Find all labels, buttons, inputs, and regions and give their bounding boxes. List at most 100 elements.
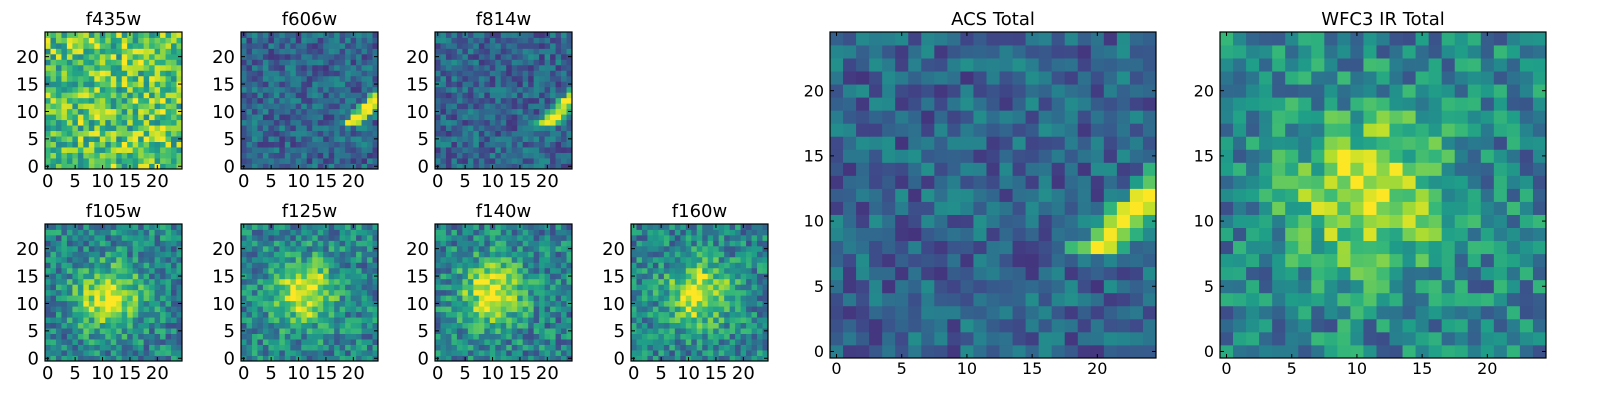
heatmap-cell	[680, 306, 687, 313]
heatmap-cell	[55, 42, 62, 49]
heatmap-cell	[257, 42, 264, 49]
heatmap-cell	[550, 317, 556, 324]
heatmap-cell	[99, 317, 106, 324]
heatmap-cell	[921, 175, 935, 189]
heatmap-cell	[484, 136, 491, 142]
heatmap-cell	[241, 125, 247, 132]
heatmap-cell	[740, 229, 747, 236]
heatmap-cell	[45, 350, 51, 356]
heatmap-cell	[323, 147, 330, 153]
heatmap-cell	[77, 70, 84, 77]
heatmap-cell	[149, 262, 155, 269]
heatmap-cell	[500, 229, 507, 236]
heatmap-cell	[674, 300, 681, 307]
heatmap-cell	[762, 344, 769, 351]
heatmap-cell	[440, 245, 447, 252]
heatmap-cell	[522, 158, 529, 164]
heatmap-cell	[473, 158, 480, 164]
heatmap-cell	[467, 64, 474, 71]
heatmap-cell	[45, 229, 51, 236]
heatmap-cell	[66, 350, 73, 356]
heatmap-cell	[83, 256, 90, 263]
heatmap-cell	[1129, 318, 1144, 333]
heatmap-cell	[257, 119, 264, 126]
heatmap-cell	[328, 251, 335, 258]
heatmap-cell	[636, 273, 643, 280]
heatmap-cell	[921, 201, 935, 215]
heatmap-cell	[45, 37, 51, 44]
heatmap-cell	[317, 278, 324, 285]
heatmap-cell	[724, 317, 731, 324]
heatmap-cell	[680, 284, 687, 291]
heatmap-cell	[456, 245, 463, 252]
heatmap-cell	[241, 103, 247, 110]
heatmap-cell	[539, 108, 545, 115]
heatmap-cell	[1064, 344, 1079, 359]
heatmap-cell	[345, 350, 351, 356]
heatmap-cell	[138, 251, 145, 258]
heatmap-cell	[241, 339, 247, 345]
heatmap-cell	[345, 234, 351, 241]
heatmap-cell	[451, 81, 458, 88]
heatmap-cell	[707, 273, 714, 280]
heatmap-cell	[473, 355, 480, 362]
heatmap-cell	[522, 306, 529, 313]
heatmap-cell	[317, 114, 324, 121]
heatmap-cell	[77, 333, 84, 340]
heatmap-cell	[445, 300, 452, 307]
heatmap-cell	[467, 158, 474, 164]
heatmap-cell	[361, 224, 368, 230]
heatmap-cell	[262, 350, 269, 356]
heatmap-cell	[484, 273, 491, 280]
heatmap-cell	[345, 262, 351, 269]
heatmap-cell	[279, 130, 286, 137]
y-tick-label: 5	[28, 321, 39, 342]
heatmap-cell	[356, 53, 362, 60]
heatmap-cell	[356, 75, 362, 82]
heatmap-cell	[284, 311, 291, 318]
heatmap-cell	[533, 158, 540, 164]
heatmap-cell	[451, 103, 458, 110]
heatmap-cell	[1025, 279, 1040, 294]
heatmap-cell	[154, 234, 161, 241]
heatmap-cell	[462, 278, 469, 285]
heatmap-cell	[94, 278, 101, 285]
heatmap-cell	[539, 234, 545, 241]
heatmap-cell	[751, 350, 758, 356]
heatmap-cell	[663, 328, 670, 334]
heatmap-cell	[61, 59, 68, 66]
heatmap-cell	[647, 300, 654, 307]
heatmap-cell	[751, 311, 758, 318]
heatmap-cell	[566, 59, 573, 66]
heatmap-cell	[171, 108, 177, 115]
heatmap-cell	[251, 64, 258, 71]
heatmap-cell	[566, 295, 573, 302]
heatmap-cell	[50, 245, 57, 252]
heatmap-cell	[94, 229, 101, 236]
heatmap-cell	[751, 306, 758, 313]
heatmap-cell	[83, 317, 90, 324]
heatmap-cell	[550, 240, 556, 247]
heatmap-cell	[511, 251, 518, 258]
heatmap-cell	[356, 295, 362, 302]
heatmap-cell	[301, 355, 308, 362]
heatmap-cell	[522, 141, 529, 148]
heatmap-cell	[934, 305, 948, 320]
heatmap-cell	[361, 163, 368, 170]
heatmap-cell	[241, 311, 247, 318]
heatmap-cell	[555, 147, 562, 153]
heatmap-cell	[306, 42, 313, 49]
heatmap-cell	[268, 311, 275, 318]
heatmap-cell	[367, 103, 373, 110]
heatmap-cell	[116, 114, 123, 121]
heatmap-cell	[663, 317, 670, 324]
heatmap-cell	[1090, 331, 1105, 346]
heatmap-cell	[555, 322, 562, 329]
heatmap-cell	[500, 97, 507, 104]
heatmap-cell	[489, 53, 496, 60]
heatmap-cell	[361, 114, 368, 121]
heatmap-cell	[467, 350, 474, 356]
heatmap-cell	[361, 295, 368, 302]
heatmap-cell	[160, 59, 166, 66]
